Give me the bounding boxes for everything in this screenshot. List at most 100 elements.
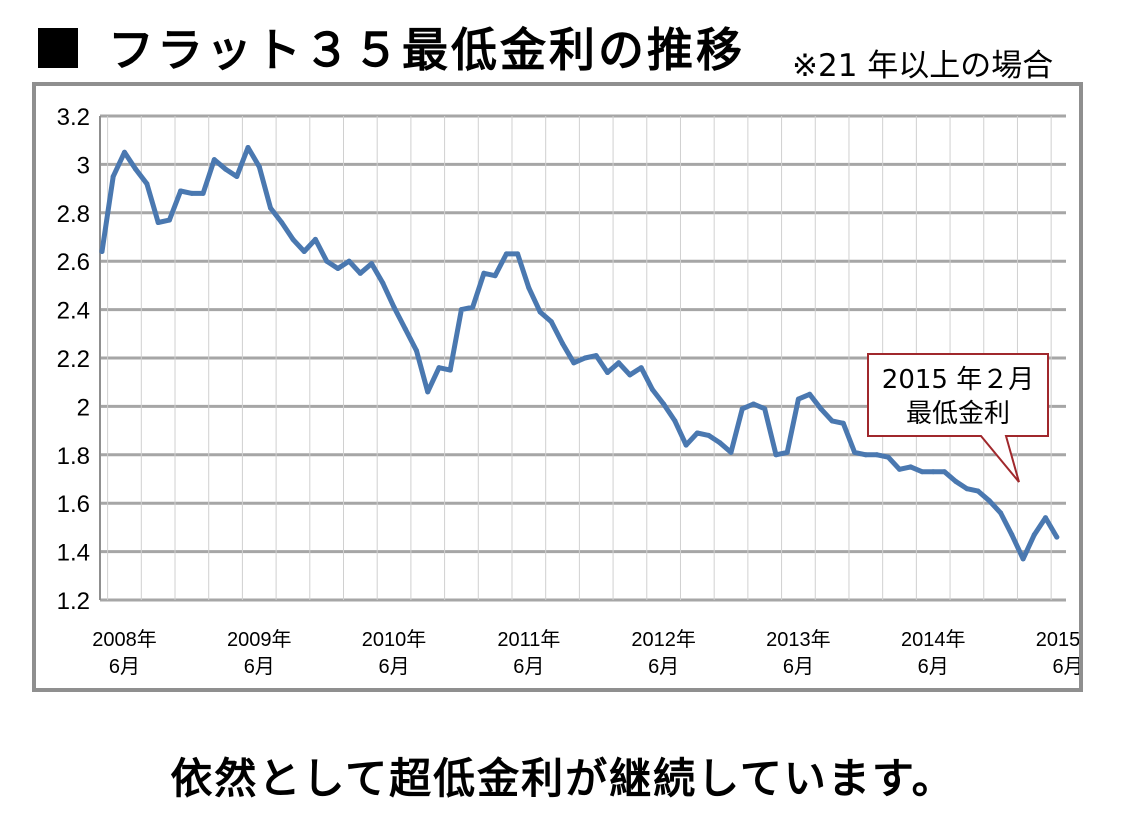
data-point [784,449,790,455]
data-point [458,307,464,313]
data-point [964,486,970,492]
y-tick-label: 2.8 [57,201,90,228]
data-point [223,166,229,172]
x-tick-year-label: 2012年 [631,628,696,651]
data-point [649,387,655,392]
data-point [941,469,947,475]
data-point [840,420,846,426]
data-point [122,149,127,155]
data-point [706,432,712,438]
data-point [852,449,858,455]
data-point [380,280,386,286]
data-point [155,220,161,225]
y-tick-label: 1.2 [57,588,90,615]
x-tick-year-label: 2011年 [497,628,560,651]
data-point [863,452,869,458]
data-point [492,273,498,279]
data-point [324,258,330,264]
data-point [515,251,521,257]
data-point [503,251,509,257]
data-point [369,261,375,267]
data-point [110,174,116,179]
month-separators [107,116,1052,600]
x-tick-month-label: 6月 [1052,656,1079,678]
data-point [672,418,678,424]
x-tick-month-label: 6月 [648,656,679,678]
callout-line1: 2015 年２月 [882,365,1034,395]
data-point [335,266,341,271]
data-point [268,205,273,211]
data-point [762,406,768,412]
y-tick-label: 2 [77,394,90,421]
data-point [436,365,442,371]
data-point [200,190,206,196]
data-point [773,452,779,458]
data-point [683,442,689,448]
chart-frame: 1.2 1.4 1.6 1.8 2 2.2 2.4 2.6 2.8 3 3.2 2008年 6月 2009… [32,82,1083,692]
y-tick-label: 2.2 [57,346,90,373]
data-point [279,220,285,225]
x-tick-month-label: 6月 [783,656,814,678]
data-point [526,285,532,291]
data-point [751,401,756,407]
data-point [1043,515,1048,521]
y-tick-label: 3 [77,152,90,179]
data-point [897,466,902,472]
data-point [470,304,476,310]
data-point [605,370,610,375]
footer-message: 依然として超低金利が継続しています。 [170,754,956,803]
data-point [391,304,397,310]
data-point [739,406,745,412]
data-point [694,430,700,436]
data-point [930,469,936,475]
data-point [312,236,318,242]
data-point [627,372,633,378]
x-tick-year-label: 2009年 [227,628,292,651]
data-point [998,510,1004,516]
data-point [211,157,217,163]
data-point [178,188,184,194]
data-point [1009,532,1015,538]
data-point [829,418,835,424]
data-point [537,309,543,315]
x-tick-month-label: 6月 [109,656,140,678]
data-point [234,174,240,179]
data-point [99,249,105,254]
data-point [357,270,363,276]
title-block: フラット３５最低金利の推移 ※21 年以上の場合 [0,0,1126,84]
data-point [638,365,644,371]
data-point [481,270,487,276]
data-point [447,367,453,373]
data-point [133,166,139,172]
data-point [975,488,981,494]
x-tick-month-label: 6月 [513,656,544,678]
data-point [560,341,565,346]
x-tick-month-label: 6月 [378,656,409,678]
x-tick-month-label: 6月 [244,656,275,678]
y-tick-label: 3.2 [57,104,90,131]
data-point [874,452,880,458]
line-chart: 1.2 1.4 1.6 1.8 2 2.2 2.4 2.6 2.8 3 3.2 2008年 6月 2009… [57,104,1079,678]
data-point [616,360,622,366]
y-tick-label: 2.4 [57,298,90,325]
data-point [256,164,262,170]
data-point [717,440,723,446]
y-tick-label: 1.4 [57,540,90,567]
x-tick-month-label: 6月 [918,656,949,678]
data-point [346,258,352,264]
data-point [301,249,307,254]
data-point [728,449,734,455]
y-tick-label: 1.8 [57,443,90,470]
data-point [144,181,150,187]
data-point [166,217,172,223]
data-point [290,236,296,242]
data-point [919,469,925,475]
x-tick-year-label: 2008年 [92,628,157,651]
data-point [571,360,577,366]
x-tick-year-label: 2010年 [362,628,427,651]
data-point [1020,556,1026,562]
data-point [245,145,251,150]
data-point [1054,534,1060,540]
x-tick-year-label: 2013年 [766,628,831,651]
